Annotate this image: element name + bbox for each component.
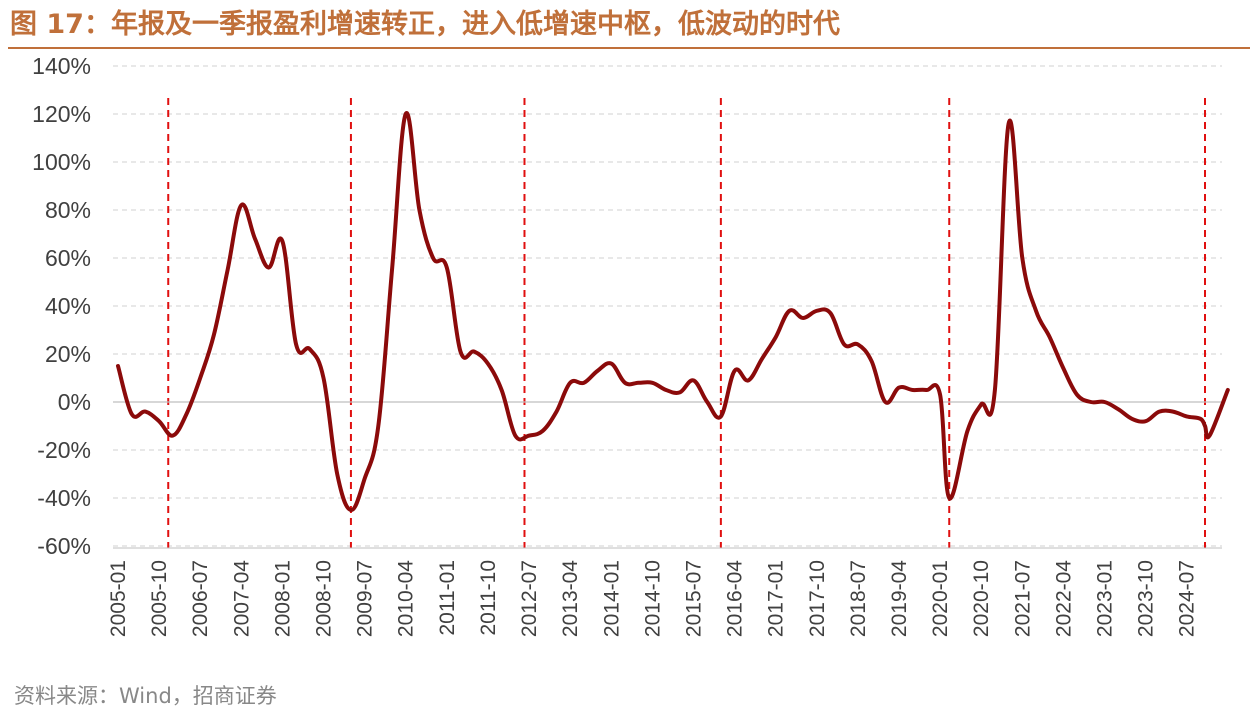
gridlines [113,65,1222,547]
x-tick-label: 2010-04 [395,560,418,637]
series-layer [116,111,1230,512]
vertical-markers [167,98,1206,548]
y-tick-label: 40% [45,293,91,319]
x-tick-label: 2005-01 [107,560,130,637]
y-tick-label: 140% [32,53,91,79]
x-tick-labels: 2005-01 2005-10 2006-07 2007-04 2008-01 2008-… [107,560,1199,637]
source-note: 资料来源：Wind，招商证券 [14,684,277,708]
y-tick-label: 80% [45,197,91,223]
x-tick-label: 2016-04 [724,560,747,637]
figure-title: 图 17：年报及一季报盈利增速转正，进入低增速中枢，低波动的时代 [10,9,840,40]
series-line [116,111,1230,512]
x-tick-label: 2022-04 [1052,560,1075,637]
axis-lines [113,401,1222,549]
x-tick-label: 2018-07 [847,560,870,637]
y-tick-label: 100% [32,149,91,175]
x-tick-label: 2009-07 [354,560,377,637]
x-tick-label: 2019-04 [888,560,911,637]
x-tick-label: 2017-01 [765,560,788,637]
x-tick-label: 2017-10 [806,560,829,637]
x-tick-label: 2012-07 [518,560,541,637]
x-tick-label: 2023-01 [1094,560,1117,637]
x-tick-label: 2011-01 [436,560,459,636]
y-tick-label: 120% [32,101,91,127]
x-tick-label: 2015-07 [682,560,705,637]
x-tick-label: 2005-10 [148,560,171,637]
x-tick-label: 2006-07 [189,560,212,637]
title-divider [8,47,1250,49]
x-tick-label: 2011-10 [477,560,500,636]
x-tick-label: 2024-07 [1176,560,1199,637]
y-tick-label: -60% [37,533,91,559]
x-tick-label: 2014-10 [641,560,664,637]
x-tick-label: 2013-04 [559,560,582,637]
y-tick-label: 60% [45,245,91,271]
x-tick-label: 2007-04 [230,560,253,637]
x-tick-label: 2008-10 [313,560,336,637]
x-tick-label: 2023-10 [1135,560,1158,637]
x-tick-label: 2021-07 [1011,560,1034,637]
y-tick-label: -40% [37,485,91,511]
y-tick-label: 20% [45,341,91,367]
x-tick-label: 2014-01 [600,560,623,637]
y-tick-labels: -60% -40% -20% 0% 20% 40% 60% 80% 100% 120% 140% [32,53,91,559]
y-tick-label: 0% [58,389,91,415]
x-tick-label: 2008-01 [271,560,294,637]
x-tick-label: 2020-01 [929,560,952,637]
y-tick-label: -20% [37,437,91,463]
line-chart: -60% -40% -20% 0% 20% 40% 60% 80% 100% 120% 140% 2… [32,53,1230,637]
x-tick-label: 2020-10 [970,560,993,637]
